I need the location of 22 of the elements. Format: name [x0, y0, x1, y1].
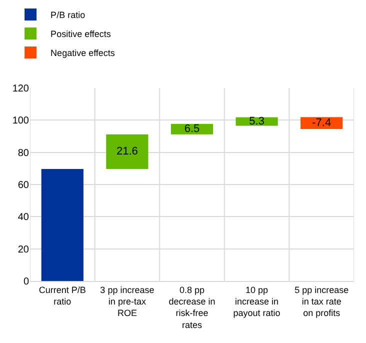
x-tick-label: 10 pp increase in payout ratio [233, 284, 280, 318]
data-label: 6.5 [184, 123, 200, 136]
y-tick-label: 20 [18, 244, 30, 256]
bar [300, 117, 343, 130]
legend-label: Positive effects [50, 29, 112, 40]
x-tick-label: 0.8 pp decrease in risk-free rates [168, 284, 216, 330]
y-tick-label: 80 [18, 148, 30, 159]
y-tick-label: 60 [18, 180, 30, 191]
x-tick-label: 5 pp increase in tax rate on profits [294, 284, 349, 318]
data-label: 21.6 [116, 146, 138, 158]
y-tick-label: 100 [12, 116, 30, 127]
x-tick-label: 3 pp increase in pre-tax ROE [100, 284, 154, 318]
data-label: 5.3 [249, 116, 264, 128]
x-tick-label: Current P/B ratio [38, 284, 86, 306]
y-tick-label: 120 [12, 84, 30, 94]
data-label: -7.4 [312, 117, 332, 130]
legend-label: Negative effects [50, 48, 116, 58]
legend-label: P/B ratio [50, 10, 86, 20]
bar [106, 134, 148, 170]
y-tick-label: 40 [18, 212, 30, 224]
bar [41, 169, 84, 281]
y-tick-label: 0 [23, 276, 30, 288]
